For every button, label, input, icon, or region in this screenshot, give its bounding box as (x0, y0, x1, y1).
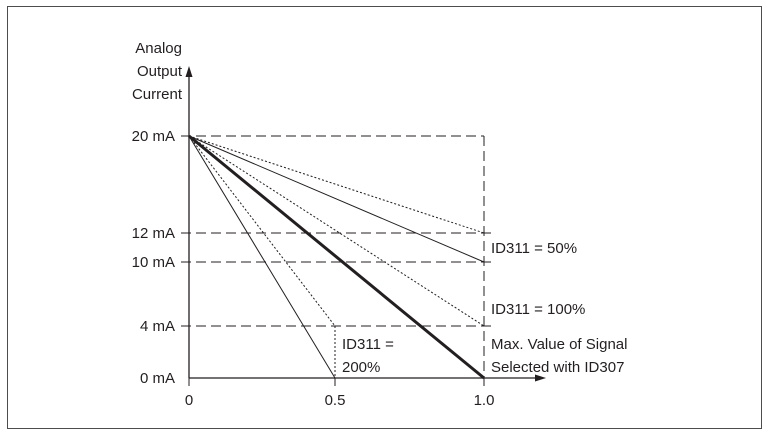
annotation-id311-50: ID311 = 50% (491, 240, 577, 257)
y-axis-label-line-2: Output (137, 63, 183, 80)
annotation-max-value-line-1: Max. Value of Signal (491, 336, 627, 353)
y-tick-label-0ma: 0 mA (140, 370, 175, 387)
annotation-id311-100: ID311 = 100% (491, 301, 585, 318)
y-axis-label-line-1: Analog (135, 40, 182, 57)
x-tick-label-0-5: 0.5 (325, 392, 346, 409)
curve-id311-200 (188, 135, 336, 379)
diagram-frame (7, 6, 762, 429)
curve-dotted-to-4ma (188, 135, 485, 327)
curve-id311-50 (188, 135, 485, 263)
curve-id311-100 (188, 134, 485, 380)
y-tick-label-20ma: 20 mA (132, 128, 175, 145)
x-axis-arrow-icon (535, 374, 546, 382)
y-axis-label-line-3: Current (132, 86, 183, 103)
annotation-id311-200-line-2: 200% (342, 359, 380, 376)
x-tick-label-0: 0 (185, 392, 193, 409)
curve-dotted-to-4ma-at-half (188, 135, 336, 327)
y-axis-arrow-icon (185, 66, 193, 77)
y-tick-label-4ma: 4 mA (140, 318, 175, 335)
curve-dotted-to-12ma (188, 135, 485, 234)
y-tick-label-10ma: 10 mA (132, 254, 175, 271)
y-tick-label-12ma: 12 mA (132, 225, 175, 242)
x-tick-label-1-0: 1.0 (474, 392, 495, 409)
annotation-max-value-line-2: Selected with ID307 (491, 359, 624, 376)
annotation-id311-200-line-1: ID311 = (342, 336, 394, 353)
